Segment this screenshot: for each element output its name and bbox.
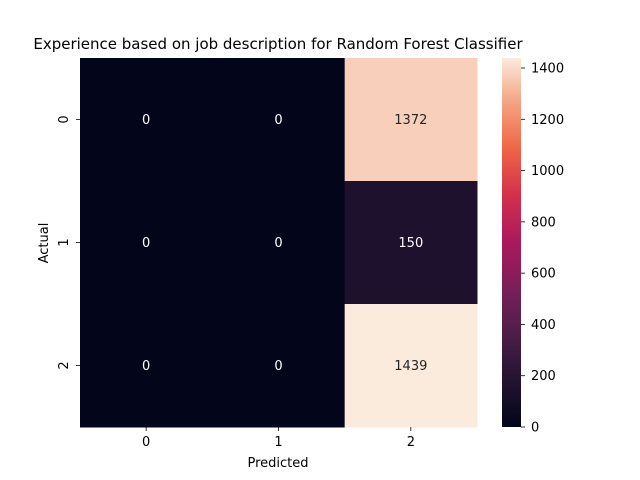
heatmap-cell-r2-c1 bbox=[212, 304, 346, 428]
cell-value-r0-c0: 0 bbox=[142, 113, 150, 128]
cell-value-r0-c2: 1372 bbox=[394, 113, 427, 128]
colorbar-tick-label: 200 bbox=[531, 369, 556, 384]
colorbar-tick-label: 400 bbox=[531, 318, 556, 333]
y-tick-label: 0 bbox=[57, 115, 72, 123]
colorbar-tick-label: 1000 bbox=[531, 164, 564, 179]
colorbar-tick-label: 1400 bbox=[531, 62, 564, 77]
y-tick-label: 1 bbox=[57, 238, 72, 246]
heatmap-cells bbox=[80, 58, 478, 428]
x-axis-label: Predicted bbox=[247, 456, 308, 471]
cell-value-r1-c2: 150 bbox=[398, 236, 423, 251]
heatmap-cell-r0-c2 bbox=[344, 58, 478, 182]
x-tick-label: 1 bbox=[274, 435, 282, 450]
heatmap-cell-r1-c2 bbox=[344, 181, 478, 305]
chart-title: Experience based on job description for … bbox=[33, 35, 523, 53]
colorbar bbox=[502, 58, 521, 427]
cell-value-r1-c1: 0 bbox=[274, 236, 282, 251]
heatmap-cell-r1-c1 bbox=[212, 181, 346, 305]
y-tick-label: 2 bbox=[57, 361, 72, 369]
colorbar-tick-label: 600 bbox=[531, 267, 556, 282]
heatmap-cell-r2-c2 bbox=[344, 304, 478, 428]
x-tick-label: 0 bbox=[142, 435, 150, 450]
cell-value-r1-c0: 0 bbox=[142, 236, 150, 251]
cell-value-r2-c2: 1439 bbox=[394, 359, 427, 374]
heatmap-cell-r1-c0 bbox=[80, 181, 213, 305]
x-tick-label: 2 bbox=[407, 435, 415, 450]
colorbar-tick-label: 1200 bbox=[531, 113, 564, 128]
colorbar-tick-label: 0 bbox=[531, 421, 539, 436]
cell-value-r2-c0: 0 bbox=[142, 359, 150, 374]
heatmap-cell-r2-c0 bbox=[80, 304, 213, 428]
y-axis-label: Actual bbox=[37, 223, 52, 264]
x-axis: 0 1 2 bbox=[142, 427, 415, 450]
colorbar-tick-label: 800 bbox=[531, 215, 556, 230]
colorbar-ticks: 0 200 400 600 800 1000 1200 1400 bbox=[521, 62, 564, 436]
cell-value-r2-c1: 0 bbox=[274, 359, 282, 374]
heatmap-cell-labels: 0 0 1372 0 0 150 0 0 1439 bbox=[142, 113, 427, 374]
y-axis: 0 1 2 bbox=[57, 115, 80, 370]
heatmap-cell-r0-c1 bbox=[212, 58, 346, 182]
heatmap-cell-r0-c0 bbox=[80, 58, 213, 182]
cell-value-r0-c1: 0 bbox=[274, 113, 282, 128]
